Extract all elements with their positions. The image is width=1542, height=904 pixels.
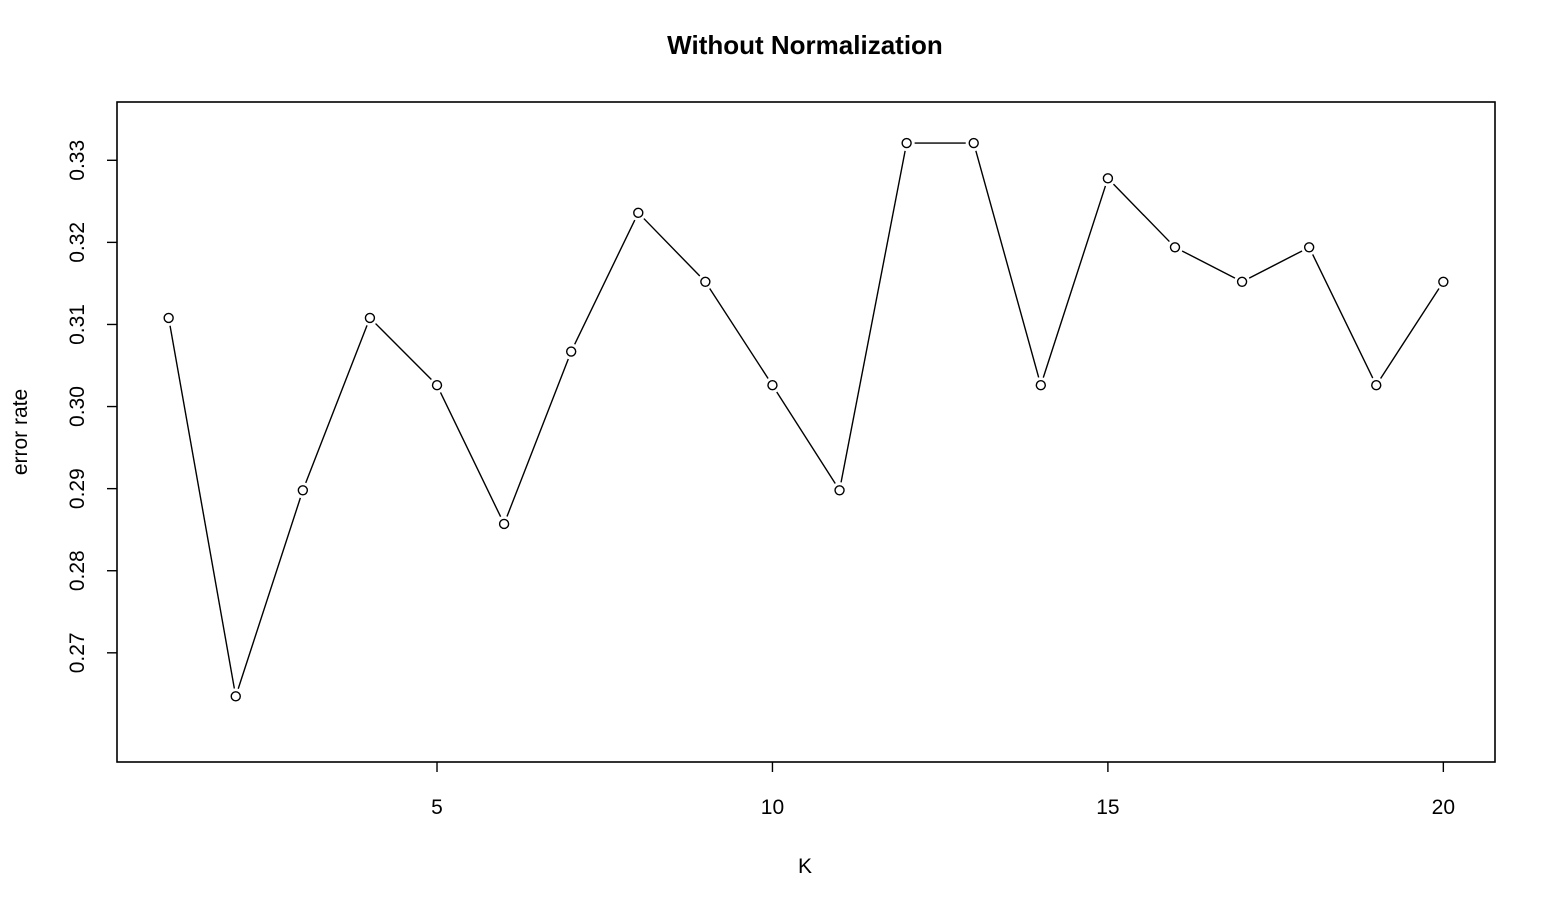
series-line-segment [1312, 254, 1374, 379]
data-point [968, 137, 979, 149]
series-line-segment [1112, 183, 1170, 243]
data-point [1102, 173, 1114, 184]
y-tick-label: 0.28 [66, 550, 89, 591]
data-point [364, 312, 376, 324]
series-line-segment [776, 391, 836, 484]
data-point [700, 276, 711, 287]
data-point [230, 691, 241, 702]
x-tick-label: 15 [1096, 796, 1119, 819]
y-tick-label: 0.33 [66, 140, 89, 181]
series-line-segment [1380, 288, 1440, 379]
series-line-segment [975, 150, 1040, 378]
data-point [163, 312, 174, 324]
y-tick-label: 0.27 [66, 632, 89, 673]
data-point [297, 485, 309, 496]
data-point [498, 518, 510, 530]
data-point [1438, 276, 1449, 287]
series-line-segment [305, 325, 368, 484]
series-line-segment [1181, 250, 1236, 279]
x-axis-label: K [798, 855, 812, 878]
y-axis: 0.27 0.28 0.29 0.30 0.31 0.32 0.33 [66, 140, 117, 673]
series-line-segment [237, 497, 302, 689]
chart-title: Without Normalization [667, 30, 943, 60]
series-line-segment [506, 358, 569, 517]
plot-frame [116, 101, 1496, 763]
y-tick-label: 0.31 [66, 304, 89, 345]
data-point [1303, 242, 1315, 253]
data-point [431, 380, 443, 391]
data-point [1236, 276, 1248, 287]
x-tick-label: 20 [1432, 796, 1455, 819]
x-axis: 5 10 15 20 [431, 762, 1455, 819]
y-tick-label: 0.29 [66, 468, 89, 509]
series-line-segment [643, 218, 701, 277]
series-layer [163, 137, 1449, 702]
series-line-segment [169, 325, 236, 689]
data-point [767, 380, 778, 391]
x-tick-label: 10 [761, 796, 784, 819]
series-line-segment [439, 392, 502, 518]
data-point [901, 137, 912, 149]
data-point [1035, 380, 1047, 391]
series-line-segment [375, 323, 432, 381]
series-line-segment [1042, 185, 1107, 378]
data-point [633, 207, 644, 219]
series-line-segment [574, 219, 636, 345]
y-tick-label: 0.32 [66, 222, 89, 263]
y-axis-label: error rate [9, 389, 32, 475]
x-tick-label: 5 [431, 796, 443, 819]
series-line-segment [1248, 250, 1303, 279]
data-point [1371, 380, 1382, 391]
y-tick-label: 0.30 [66, 386, 89, 427]
data-point [834, 485, 845, 496]
series-line-segment [840, 150, 906, 483]
data-point [565, 346, 577, 357]
data-point [1169, 242, 1181, 253]
series-line-segment [709, 288, 769, 379]
